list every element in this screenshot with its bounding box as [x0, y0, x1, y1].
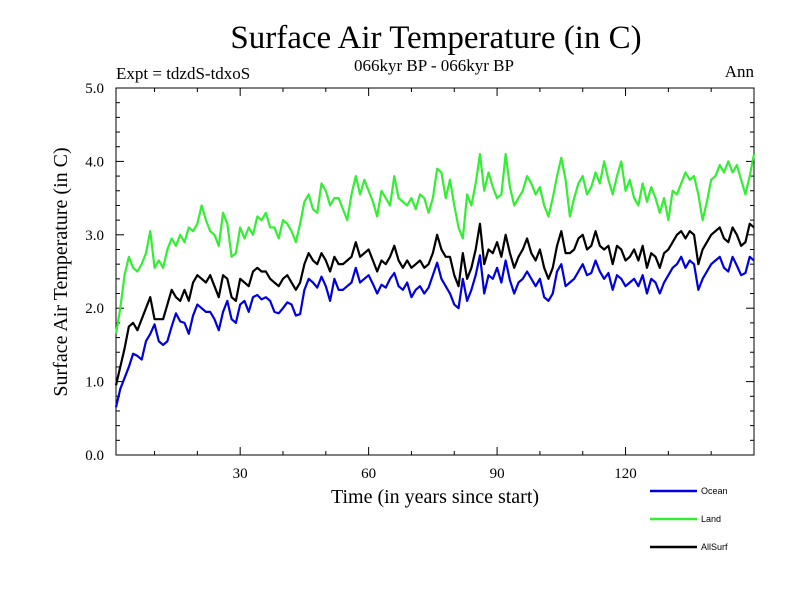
legend-label-ocean: Ocean: [701, 486, 728, 496]
legend-label-land: Land: [701, 514, 721, 524]
x-tick-label: 60: [361, 466, 376, 482]
expt-label: Expt = tdzdS-tdxoS: [116, 64, 250, 83]
season-label: Ann: [725, 62, 755, 81]
x-axis-label: Time (in years since start): [331, 486, 539, 508]
chart-subtitle: 066kyr BP - 066kyr BP: [354, 56, 514, 75]
x-tick-label: 30: [233, 466, 248, 482]
y-tick-label: 3.0: [85, 228, 104, 244]
legend-label-allsurf: AllSurf: [701, 542, 728, 552]
x-tick-label: 120: [614, 466, 637, 482]
y-tick-label: 0.0: [85, 448, 104, 464]
series-group: [114, 152, 756, 408]
legend: Ocean Land AllSurf: [650, 486, 728, 552]
series-line-ocean: [114, 254, 755, 408]
axis-ticks: 30 60 90 120 0.0 1.0 2.0 3.0 4.0 5.0: [85, 81, 755, 482]
y-tick-label: 4.0: [85, 154, 104, 170]
y-tick-label: 1.0: [85, 375, 104, 391]
series-line-allsurf: [114, 222, 755, 386]
y-tick-label: 2.0: [85, 301, 104, 317]
x-tick-label: 90: [490, 466, 505, 482]
y-axis-label: Surface Air Temperature (in C): [50, 147, 72, 396]
y-tick-label: 5.0: [85, 81, 104, 97]
chart-title: Surface Air Temperature (in C): [230, 20, 641, 56]
series-line-land: [114, 152, 756, 335]
plot-area-frame: [115, 87, 755, 456]
